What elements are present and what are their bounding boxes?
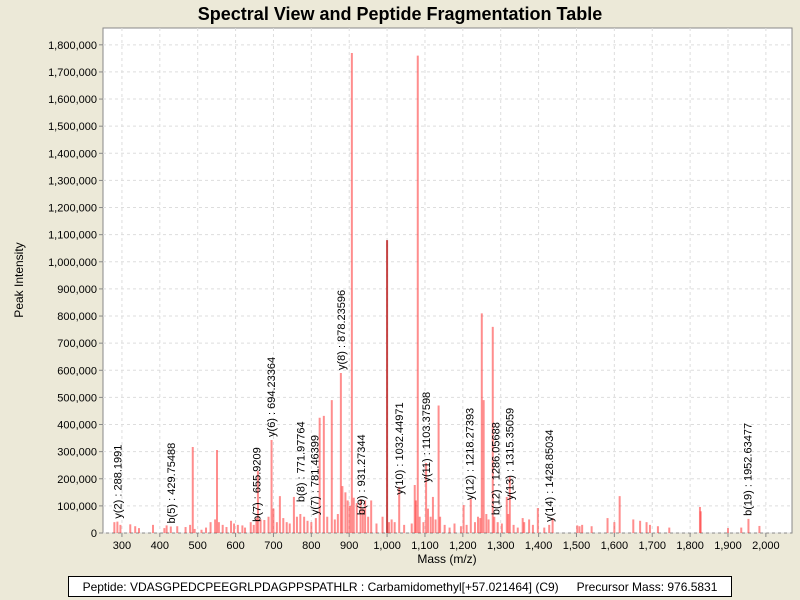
x-tick-label: 1,200 — [449, 540, 477, 552]
x-tick-label: 1,800 — [676, 540, 704, 552]
x-tick-label: 2,000 — [752, 540, 780, 552]
chart-title: Spectral View and Peptide Fragmentation … — [198, 4, 602, 24]
y-tick-label: 1,400,000 — [48, 148, 97, 160]
fragment-annotation: y(12) : 1218.27393 — [465, 408, 477, 500]
fragment-annotation: b(8) : 771.97764 — [295, 421, 307, 502]
y-tick-label: 1,500,000 — [48, 121, 97, 133]
fragment-annotation: y(8) : 878.23596 — [336, 290, 348, 370]
y-tick-label: 600,000 — [57, 365, 97, 377]
fragment-annotation: y(6) : 694.23364 — [266, 357, 278, 437]
y-tick-label: 1,700,000 — [48, 67, 97, 79]
annotations: y(2) : 288.1991 b(5) : 429.75488 b(7) : 65… — [112, 290, 754, 524]
y-axis-label: Peak Intensity — [12, 242, 26, 317]
y-axis: 0 100,000 200,000 300,000 400,000 500,000 600,… — [48, 40, 103, 540]
peptide-info: Peptide: VDASGPEDCPEEGRLPDAGPPSPATHLR : … — [82, 579, 559, 594]
y-tick-label: 1,100,000 — [48, 230, 97, 242]
x-tick-label: 1,300 — [487, 540, 515, 552]
plot-area — [102, 27, 793, 534]
y-tick-label: 200,000 — [57, 474, 97, 486]
x-tick-label: 600 — [226, 540, 244, 552]
fragment-annotation: y(2) : 288.1991 — [112, 445, 124, 519]
x-axis: 300 400 500 600 700 800 900 1,000 1,100 1,200 1,30… — [113, 533, 780, 552]
y-tick-label: 300,000 — [57, 447, 97, 459]
y-tick-label: 1,000,000 — [48, 257, 97, 269]
fragment-annotation: y(11) : 1103.37598 — [421, 392, 433, 483]
x-tick-label: 800 — [302, 540, 320, 552]
y-tick-label: 1,800,000 — [48, 40, 97, 52]
y-tick-label: 0 — [91, 528, 97, 540]
x-tick-label: 500 — [189, 540, 207, 552]
y-tick-label: 900,000 — [57, 284, 97, 296]
y-tick-label: 100,000 — [57, 501, 97, 513]
fragment-annotation: y(14) : 1428.85034 — [544, 430, 556, 522]
x-tick-label: 1,900 — [714, 540, 742, 552]
x-tick-label: 1,100 — [411, 540, 439, 552]
x-tick-label: 1,700 — [638, 540, 666, 552]
grid-lines — [103, 28, 792, 534]
peaks — [113, 52, 761, 533]
y-tick-label: 1,300,000 — [48, 175, 97, 187]
y-tick-label: 700,000 — [57, 338, 97, 350]
fragment-annotation: b(9) : 931.27344 — [356, 434, 368, 515]
x-axis-label: Mass (m/z) — [417, 552, 476, 566]
x-tick-label: 1,400 — [525, 540, 553, 552]
fragment-annotation: b(7) : 655.9209 — [251, 447, 263, 522]
fragment-annotation: b(5) : 429.75488 — [166, 443, 178, 524]
fragment-annotation: y(10) : 1032.44971 — [394, 402, 406, 494]
x-tick-label: 1,500 — [563, 540, 591, 552]
legend-box: Peptide: VDASGPEDCPEEGRLPDAGPPSPATHLR : … — [68, 576, 732, 597]
y-tick-label: 400,000 — [57, 420, 97, 432]
x-tick-label: 400 — [151, 540, 169, 552]
y-tick-label: 800,000 — [57, 311, 97, 323]
x-tick-label: 300 — [113, 540, 131, 552]
y-tick-label: 1,200,000 — [48, 203, 97, 215]
y-tick-label: 500,000 — [57, 392, 97, 404]
precursor-mass: Precursor Mass: 976.5831 — [576, 579, 718, 594]
y-tick-label: 1,600,000 — [48, 94, 97, 106]
x-tick-label: 1,600 — [601, 540, 629, 552]
fragment-annotation: y(13) : 1315.35059 — [504, 408, 516, 500]
fragment-annotation: y(7) : 781.46399 — [309, 435, 321, 515]
x-tick-label: 900 — [340, 540, 358, 552]
fragment-annotation: b(19) : 1952.63477 — [743, 423, 755, 516]
x-tick-label: 1,000 — [373, 540, 401, 552]
x-tick-label: 700 — [264, 540, 282, 552]
fragment-annotation: b(12) : 1286.05688 — [490, 422, 502, 515]
